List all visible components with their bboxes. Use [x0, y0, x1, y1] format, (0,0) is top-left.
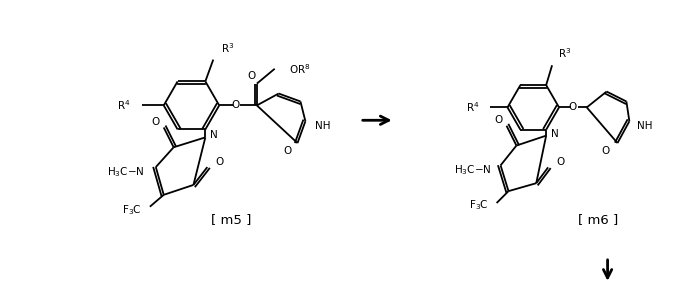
Text: O: O [231, 100, 239, 110]
Text: O: O [494, 115, 503, 125]
Text: O: O [556, 157, 564, 167]
Text: NH: NH [315, 121, 331, 131]
Text: O: O [248, 71, 256, 81]
Text: R$^4$: R$^4$ [466, 100, 480, 114]
Text: O: O [602, 146, 610, 156]
Text: O: O [283, 146, 292, 156]
Text: F$_3$C: F$_3$C [469, 198, 489, 212]
Text: R$^3$: R$^3$ [558, 47, 572, 60]
Text: R$^4$: R$^4$ [117, 98, 130, 112]
Text: F$_3$C: F$_3$C [122, 203, 142, 216]
Text: N: N [210, 130, 218, 141]
Text: H$_3$C$-$N: H$_3$C$-$N [454, 164, 491, 177]
Text: [ m6 ]: [ m6 ] [577, 213, 618, 226]
Text: NH: NH [637, 121, 653, 131]
Text: O: O [151, 117, 160, 126]
Text: H$_3$C$-$N: H$_3$C$-$N [107, 165, 145, 179]
Text: OR$^8$: OR$^8$ [288, 62, 310, 76]
Text: O: O [569, 102, 577, 112]
Text: N: N [551, 129, 559, 139]
Text: R$^3$: R$^3$ [221, 41, 235, 55]
Text: O: O [215, 157, 223, 167]
Text: [ m5 ]: [ m5 ] [211, 213, 251, 226]
